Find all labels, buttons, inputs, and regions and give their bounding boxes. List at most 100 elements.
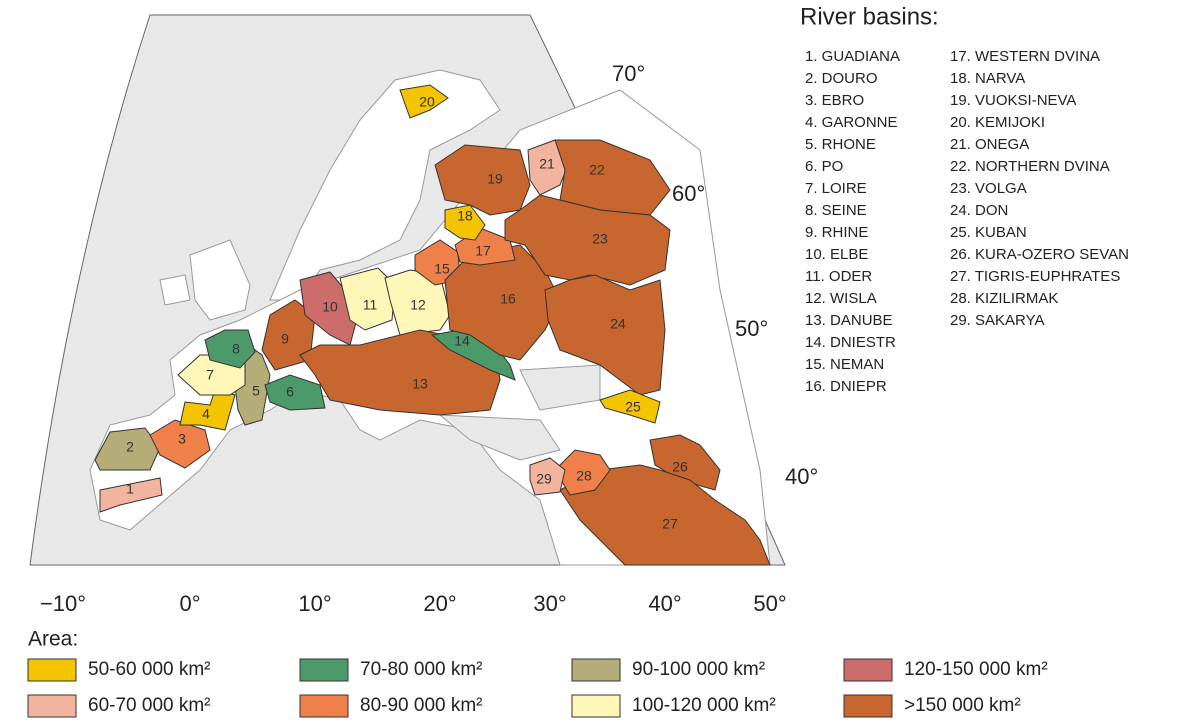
legend-swatch (27, 658, 77, 682)
basin-list-item: 25. KUBAN (950, 224, 1027, 241)
latitude-label: 60° (672, 181, 705, 206)
basin-list-item: 28. KIZILIRMAK (950, 290, 1058, 307)
basin-list-item: 24. DON (950, 202, 1008, 219)
basin (399, 84, 449, 119)
basin-list-item: 21. ONEGA (950, 136, 1029, 153)
sea (438, 414, 561, 461)
longitude-label: 40° (648, 591, 681, 616)
legend-label: 100-120 000 km² (632, 695, 776, 716)
basin-label: 4 (202, 406, 210, 422)
basin-list-item: 6. PO (805, 158, 843, 175)
basin-label: 25 (625, 399, 641, 415)
basin-label: 5 (252, 383, 260, 399)
basin (649, 434, 721, 491)
basin-list-item: 29. SAKARYA (950, 312, 1045, 329)
basin-label: 19 (487, 171, 503, 187)
latitude-label: 70° (612, 61, 645, 86)
basin-label: 24 (610, 316, 626, 332)
basin-list-item: 11. ODER (805, 268, 872, 285)
basin-list-item: 26. KURA-OZERO SEVAN (950, 246, 1129, 263)
basin-list-item: 15. NEMAN (805, 356, 884, 373)
legend-label: 80-90 000 km² (360, 695, 483, 716)
basin-label: 28 (576, 468, 592, 484)
legend-label: 60-70 000 km² (88, 695, 211, 716)
basin-label: 13 (412, 376, 428, 392)
basin-label: 6 (286, 384, 294, 400)
legend-swatch (571, 658, 621, 682)
legend-title: Area: (28, 628, 78, 651)
basin-label: 16 (500, 291, 516, 307)
longitude-label: 50° (753, 591, 786, 616)
basin (504, 194, 671, 286)
basin-list-item: 4. GARONNE (805, 114, 898, 131)
basin-label: 2 (126, 439, 134, 455)
basin (99, 477, 163, 513)
basin-label: 12 (410, 297, 426, 313)
basin-label: 10 (322, 299, 338, 315)
basin-label: 17 (475, 243, 491, 259)
basin-label: 9 (281, 331, 289, 347)
legend-swatch (27, 694, 77, 718)
longitude-label: 0° (179, 591, 200, 616)
legend-swatch (299, 694, 349, 718)
basin-label: 18 (457, 208, 473, 224)
basin-label: 11 (363, 297, 378, 313)
basin (554, 449, 611, 496)
basin-label: 29 (536, 471, 552, 487)
legend-label: >150 000 km² (904, 695, 1021, 716)
legend-label: 90-100 000 km² (632, 659, 765, 680)
basin (149, 419, 211, 469)
basin (339, 267, 396, 331)
basin-list-item: 27. TIGRIS-EUPHRATES (950, 268, 1120, 285)
basin-label: 27 (662, 516, 678, 532)
basin-list-item: 3. EBRO (805, 92, 864, 109)
basin-label: 21 (539, 156, 555, 172)
legend-swatch (843, 658, 893, 682)
basin-list-item: 14. DNIESTR (805, 334, 896, 351)
longitude-label: 10° (298, 591, 331, 616)
basin-list-item: 18. NARVA (950, 70, 1025, 87)
basin-list-item: 13. DANUBE (805, 312, 893, 329)
basin (599, 389, 661, 424)
basin-list-item: 22. NORTHERN DVINA (950, 158, 1110, 175)
basin-list-item: 23. VOLGA (950, 180, 1027, 197)
basin-list-item: 9. RHINE (805, 224, 868, 241)
legend-label: 50-60 000 km² (88, 659, 211, 680)
basin (299, 329, 501, 416)
longitude-label: 30° (533, 591, 566, 616)
basin-label: 15 (434, 261, 450, 277)
basin-label: 8 (232, 341, 240, 357)
basin-list-item: 8. SEINE (805, 202, 867, 219)
basin-label: 7 (206, 367, 214, 383)
basin-label: 26 (672, 459, 688, 475)
basin-list-item: 1. GUADIANA (805, 48, 900, 65)
basin-list-item: 19. VUOKSI-NEVA (950, 92, 1076, 109)
legend-swatch (299, 658, 349, 682)
basin (559, 464, 771, 566)
basin-list-item: 12. WISLA (805, 290, 877, 307)
basin-list-item: 5. RHONE (805, 136, 876, 153)
latitude-label: 40° (785, 464, 818, 489)
basin-label: 22 (589, 162, 605, 178)
legend-swatch (843, 694, 893, 718)
basin-list-item: 10. ELBE (805, 246, 868, 263)
legend-swatch (571, 694, 621, 718)
basin-label: 1 (126, 481, 134, 497)
basin-list-item: 7. LOIRE (805, 180, 867, 197)
basin-list-item: 2. DOURO (805, 70, 878, 87)
basin-label: 14 (454, 333, 470, 349)
list-title: River basins: (800, 3, 939, 30)
basin (204, 329, 256, 369)
basin (544, 274, 666, 396)
legend-label: 120-150 000 km² (904, 659, 1048, 680)
basin (384, 269, 451, 336)
basin-label: 20 (419, 94, 435, 110)
latitude-label: 50° (735, 316, 768, 341)
basin-list-item: 17. WESTERN DVINA (950, 48, 1100, 65)
basin (529, 457, 566, 496)
basin-label: 3 (178, 431, 186, 447)
basin (264, 374, 326, 411)
basin (179, 389, 236, 431)
